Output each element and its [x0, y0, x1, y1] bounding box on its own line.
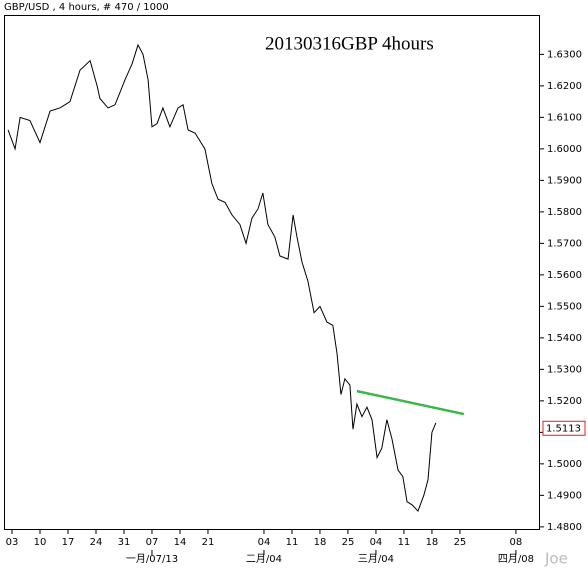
trend-line	[356, 389, 465, 416]
last-price-label: 1.5113	[546, 423, 581, 434]
annotation: 20130316GBP 4hours	[265, 33, 434, 54]
y-tick-label: 1.5500	[547, 301, 582, 312]
x-tick-label: 31	[118, 537, 131, 548]
month-label: 四月/08	[498, 553, 534, 565]
x-tick-label: 04	[370, 537, 383, 548]
x-tick-label: 14	[174, 537, 187, 548]
x-tick-label: 18	[426, 537, 439, 548]
y-tick-label: 1.4800	[547, 522, 582, 533]
last-price-box	[542, 420, 586, 436]
y-tick-label: 1.5400	[547, 333, 582, 344]
y-tick-label: 1.5800	[547, 207, 582, 218]
x-tick-label: 11	[286, 537, 299, 548]
month-label: 三月/04	[358, 553, 394, 565]
month-label: 二月/04	[246, 553, 282, 565]
x-tick-label: 04	[258, 537, 271, 548]
x-tick-label: 10	[34, 537, 47, 548]
plot-frame	[4, 15, 540, 530]
chart-title: GBP/USD , 4 hours, # 470 / 1000	[4, 2, 169, 13]
y-tick-label: 1.5600	[547, 270, 582, 281]
x-tick-label: 07	[146, 537, 159, 548]
x-tick-label: 25	[342, 537, 355, 548]
x-tick-label: 11	[398, 537, 411, 548]
y-tick-label: 1.6200	[547, 81, 582, 92]
y-tick-label: 1.6100	[547, 112, 582, 123]
watermark: Joe	[544, 550, 568, 568]
x-tick-label: 24	[90, 537, 103, 548]
y-tick-label: 1.5900	[547, 175, 582, 186]
y-tick-label: 1.4900	[547, 490, 582, 501]
x-tick-label: 08	[510, 537, 523, 548]
y-tick-label: 1.6300	[547, 49, 582, 60]
x-tick-label: 21	[202, 537, 215, 548]
y-tick-label: 1.5700	[547, 238, 582, 249]
x-tick-label: 18	[314, 537, 327, 548]
x-tick-label: 25	[454, 537, 467, 548]
x-tick-label: 03	[6, 537, 19, 548]
y-tick-label: 1.6000	[547, 144, 582, 155]
price-line	[7, 43, 437, 513]
y-tick-label: 1.5200	[547, 396, 582, 407]
x-tick-label: 17	[62, 537, 75, 548]
y-tick-label: 1.5000	[547, 459, 582, 470]
y-tick-label: 1.5300	[547, 364, 582, 375]
month-label: 一月/07/13	[126, 553, 178, 565]
